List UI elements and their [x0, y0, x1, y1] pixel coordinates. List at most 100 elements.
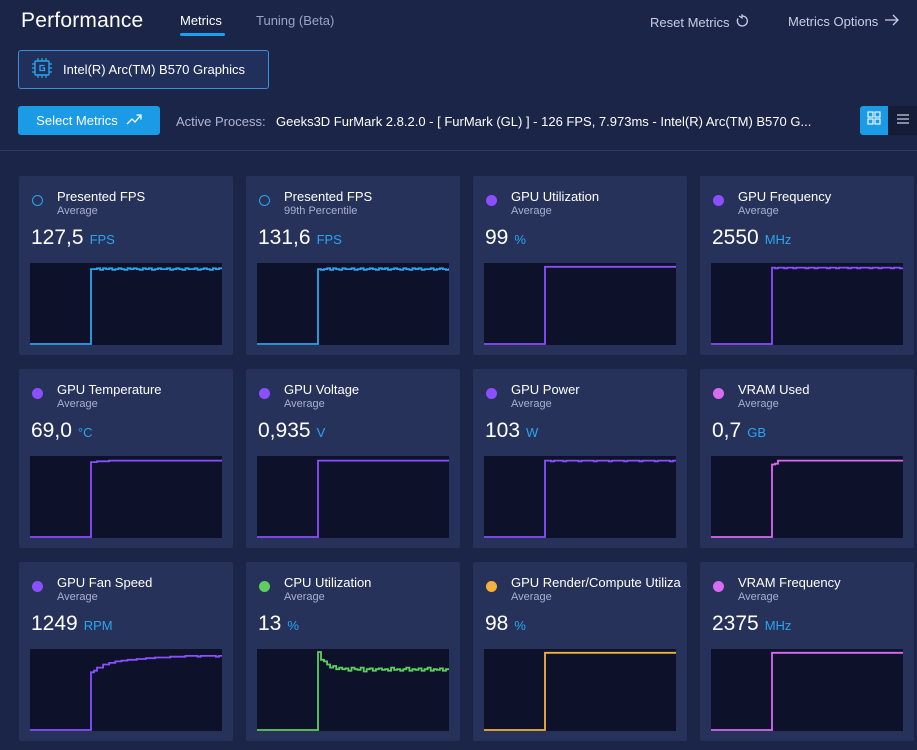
metric-sparkline [711, 263, 903, 345]
metric-sparkline [257, 649, 449, 731]
metric-value-row: 13% [258, 612, 299, 636]
metric-color-dot [713, 195, 724, 206]
metric-color-dot [32, 195, 43, 206]
metric-unit: W [526, 425, 539, 440]
sparkline-series-line [711, 266, 903, 345]
metric-sparkline [257, 263, 449, 345]
list-icon [896, 112, 910, 130]
active-process-label: Active Process: [176, 114, 266, 129]
metric-card-gpu-temperature-average[interactable]: GPU Temperature Average 69,0 °C [19, 369, 233, 548]
metric-value: 69,0 [31, 419, 72, 442]
metric-color-dot [259, 581, 270, 592]
metric-sparkline [30, 649, 222, 731]
metric-card-vram-frequency-average[interactable]: VRAM Frequency Average 2375 MHz [700, 562, 914, 741]
grid-view-button[interactable] [860, 106, 888, 135]
metric-name: VRAM Frequency [738, 575, 841, 590]
metric-card-cpu-utilization-average[interactable]: CPU Utilization Average 13% [246, 562, 460, 741]
sparkline-chart [711, 651, 903, 731]
metric-value-row: 98% [485, 612, 526, 636]
metric-card-vram-used-average[interactable]: VRAM Used Average 0,7 GB [700, 369, 914, 548]
metric-unit: % [514, 232, 526, 247]
metric-name: GPU Power [511, 382, 580, 397]
metric-color-dot [486, 195, 497, 206]
metric-color-dot [713, 388, 724, 399]
metric-card-gpu-utilization-average[interactable]: GPU Utilization Average 99% [473, 176, 687, 355]
page-title: Performance [21, 9, 144, 32]
sparkline-chart [30, 655, 222, 731]
metric-aggregate: Average [284, 591, 325, 603]
sparkline-series-line [30, 267, 222, 345]
metric-aggregate: Average [57, 591, 98, 603]
metrics-options-label: Metrics Options [788, 14, 879, 29]
sparkline-series-line [30, 655, 222, 731]
metric-sparkline [711, 456, 903, 538]
metric-aggregate: Average [511, 398, 552, 410]
metric-card-gpu-power-average[interactable]: GPU Power Average 103 W [473, 369, 687, 548]
tab-tuning[interactable]: Tuning (Beta) [256, 13, 335, 28]
metric-aggregate: Average [738, 591, 779, 603]
metric-card-gpu-frequency-average[interactable]: GPU Frequency Average 2550 MHz [700, 176, 914, 355]
metric-unit: % [514, 618, 526, 633]
metric-color-dot [32, 388, 43, 399]
trend-up-icon [126, 113, 142, 128]
sparkline-chart [257, 459, 449, 538]
sparkline-series-line [484, 265, 676, 345]
metric-sparkline [484, 456, 676, 538]
metric-unit: % [287, 618, 299, 633]
metric-sparkline [30, 263, 222, 345]
metric-name: Presented FPS [284, 189, 373, 204]
active-tab-indicator [180, 33, 225, 36]
sparkline-series-line [257, 267, 449, 345]
metric-value-row: 99% [485, 226, 526, 250]
metric-value-row: 2375 MHz [712, 612, 791, 636]
metric-value-row: 2550 MHz [712, 226, 791, 250]
metric-aggregate: Average [284, 398, 325, 410]
metric-value: 0,935 [258, 419, 311, 442]
metric-aggregate: Average [57, 205, 98, 217]
sparkline-chart [257, 267, 449, 345]
sparkline-chart [711, 266, 903, 345]
metric-card-presented-fps-99th-percentile[interactable]: Presented FPS 99th Percentile 131,6 FPS [246, 176, 460, 355]
metric-unit: RPM [83, 618, 113, 633]
metric-unit: V [316, 425, 326, 440]
sparkline-series-line [711, 459, 903, 538]
metric-name: GPU Voltage [284, 382, 360, 397]
reset-metrics-button[interactable]: Reset Metrics [650, 14, 749, 31]
metric-value-row: 0,935 V [258, 419, 325, 443]
metric-sparkline [257, 456, 449, 538]
metric-card-presented-fps-average[interactable]: Presented FPS Average 127,5 FPS [19, 176, 233, 355]
metric-value: 98 [485, 612, 509, 635]
tab-metrics[interactable]: Metrics [180, 13, 222, 28]
metric-card-gpu-render-compute-utilization-average[interactable]: GPU Render/Compute UtilizationAverage98% [473, 562, 687, 741]
divider [0, 150, 917, 151]
metric-sparkline [484, 649, 676, 731]
metrics-options-button[interactable]: Metrics Options [788, 14, 900, 29]
metric-value: 127,5 [31, 226, 84, 249]
sparkline-chart [711, 459, 903, 538]
metric-aggregate: Average [738, 398, 779, 410]
metric-card-gpu-voltage-average[interactable]: GPU Voltage Average 0,935 V [246, 369, 460, 548]
metric-name: GPU Temperature [57, 382, 162, 397]
metric-name: CPU Utilization [284, 575, 372, 590]
gpu-chip-icon [31, 57, 53, 82]
metric-name: VRAM Used [738, 382, 810, 397]
reset-icon [735, 14, 749, 31]
sparkline-chart [30, 459, 222, 538]
metric-color-dot [259, 195, 270, 206]
reset-metrics-label: Reset Metrics [650, 15, 730, 30]
metric-value-row: 103 W [485, 419, 538, 443]
metric-value: 99 [485, 226, 509, 249]
metric-unit: FPS [316, 232, 342, 247]
metric-value: 1249 [31, 612, 78, 635]
sparkline-chart [484, 265, 676, 345]
metric-sparkline [484, 263, 676, 345]
sparkline-series-line [711, 651, 903, 731]
device-selector[interactable]: Intel(R) Arc(TM) B570 Graphics [18, 50, 269, 89]
metric-unit: GB [747, 425, 766, 440]
select-metrics-button[interactable]: Select Metrics [18, 106, 160, 135]
metric-color-dot [486, 581, 497, 592]
metric-aggregate: Average [511, 205, 552, 217]
metric-name: Presented FPS [57, 189, 146, 204]
list-view-button[interactable] [888, 106, 917, 135]
metric-card-gpu-fan-speed-average[interactable]: GPU Fan Speed Average 1249 RPM [19, 562, 233, 741]
